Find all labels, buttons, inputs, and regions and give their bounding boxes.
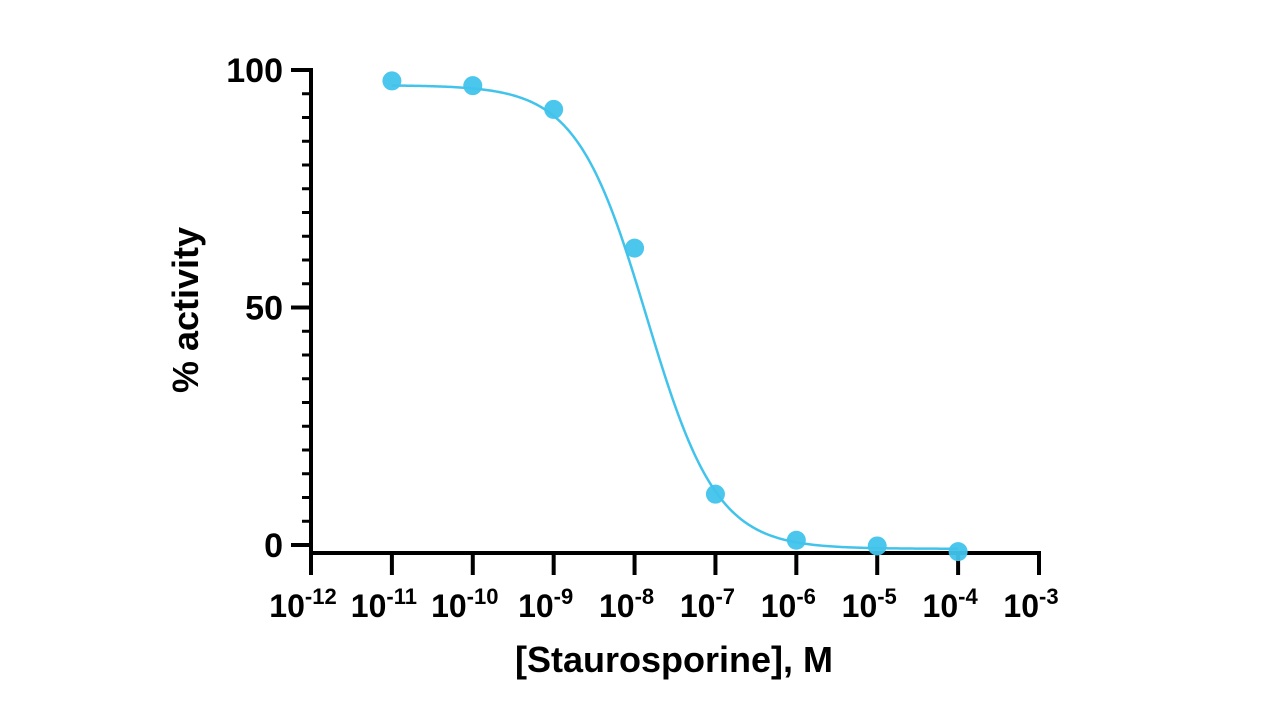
y-tick-label: 0 xyxy=(264,527,283,565)
data-point xyxy=(786,530,806,550)
x-tick-label: 10-9 xyxy=(518,584,573,624)
data-point xyxy=(463,76,483,96)
y-tick-label: 100 xyxy=(226,52,283,90)
x-tick-label: 10-12 xyxy=(269,584,336,624)
data-point xyxy=(705,484,725,504)
x-tick-label: 10-4 xyxy=(923,584,979,624)
data-point xyxy=(948,542,968,562)
x-tick-label: 10-11 xyxy=(351,584,417,624)
x-axis-label: [Staurosporine], M xyxy=(515,639,833,680)
y-tick-label: 50 xyxy=(245,290,283,328)
x-tick-label: 10-10 xyxy=(431,584,498,624)
x-tick-label: 10-5 xyxy=(842,584,897,624)
x-tick-label: 10-7 xyxy=(680,584,735,624)
data-point xyxy=(544,99,564,119)
data-point xyxy=(382,71,402,91)
y-axis-label: % activity xyxy=(165,227,206,393)
fit-curve-layer xyxy=(391,84,959,550)
x-tick-label: 10-8 xyxy=(599,584,654,624)
data-points-layer xyxy=(382,71,968,562)
x-tick-label: 10-3 xyxy=(1003,584,1058,624)
data-point xyxy=(867,536,887,556)
axes: 0 50 100 10-12 10-11 10-10 10-9 10-8 10-7 10-6 10-… xyxy=(226,52,1058,624)
data-point xyxy=(625,238,645,258)
fit-curve xyxy=(391,84,959,550)
x-tick-label: 10-6 xyxy=(761,584,816,624)
